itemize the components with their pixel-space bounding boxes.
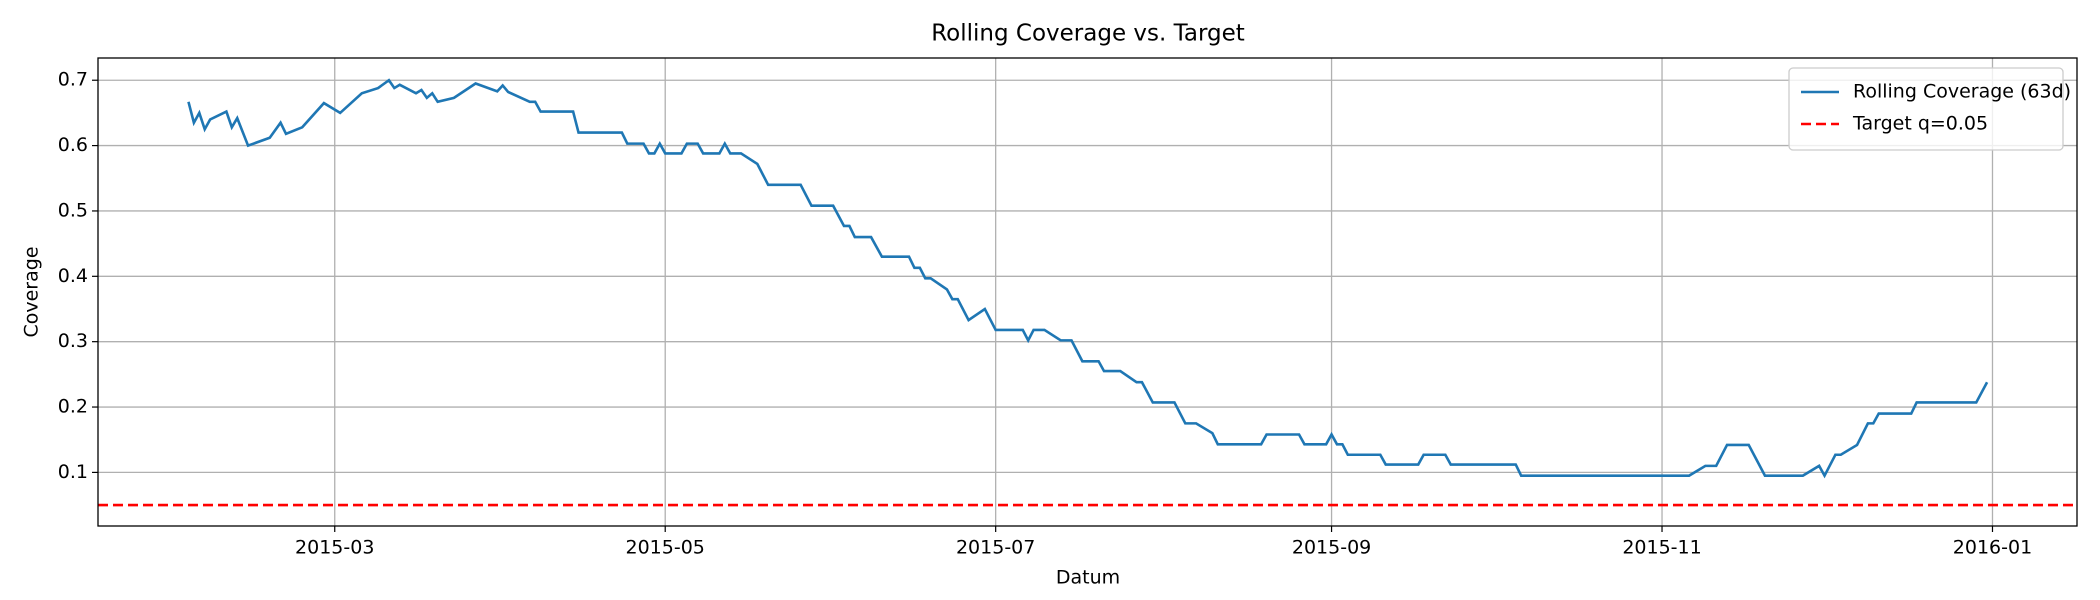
y-tick-label: 0.5	[58, 199, 88, 221]
y-tick-label: 0.4	[58, 265, 88, 287]
y-tick-label: 0.3	[58, 330, 88, 352]
y-tick-label: 0.7	[58, 69, 88, 91]
x-tick-label: 2015-05	[626, 537, 705, 559]
legend-box	[1788, 67, 2064, 151]
y-axis-label: Coverage	[21, 246, 43, 337]
legend-label: Rolling Coverage (63d)	[1853, 81, 2071, 103]
chart-title: Rolling Coverage vs. Target	[931, 21, 1245, 47]
legend-label: Target q=0.05	[1852, 113, 1988, 135]
x-tick-label: 2015-03	[295, 537, 374, 559]
x-tick-label: 2015-11	[1622, 537, 1701, 559]
x-tick-label: 2015-09	[1292, 537, 1371, 559]
y-tick-label: 0.2	[58, 396, 88, 418]
data-line	[187, 78, 1989, 479]
x-tick-label: 2016-01	[1953, 537, 2032, 559]
y-tick-label: 0.1	[58, 461, 88, 483]
x-axis-label: Datum	[1056, 567, 1120, 589]
axes-frame	[97, 57, 2078, 527]
x-tick-label: 2015-07	[956, 537, 1035, 559]
y-tick-label: 0.6	[58, 134, 88, 156]
